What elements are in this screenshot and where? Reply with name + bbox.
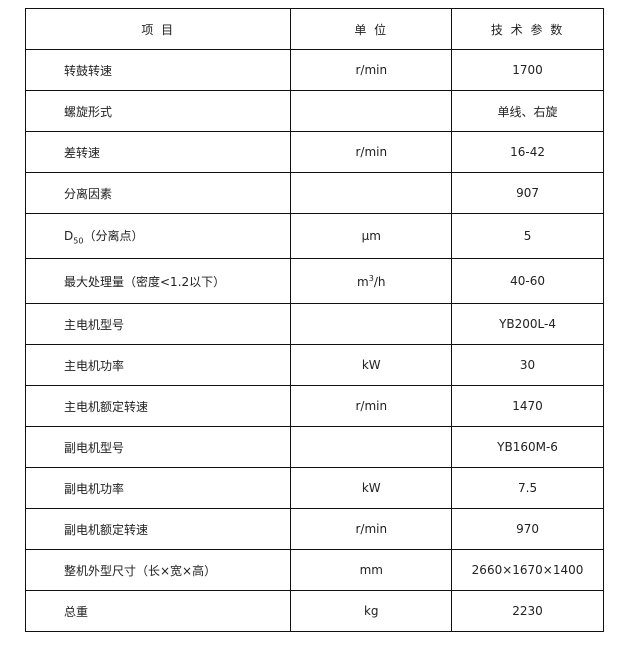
table-row: 最大处理量（密度<1.2以下） m3/h 40-60 (24, 258, 604, 304)
item-label: 主电机额定转速 (64, 399, 149, 414)
item-cell: D50（分离点） (24, 213, 292, 259)
item-cell: 主电机功率 (24, 344, 292, 386)
value-cell: 2230 (451, 590, 604, 632)
item-label: 副电机额定转速 (64, 522, 149, 537)
table-row: 副电机型号 YB160M-6 (24, 426, 604, 468)
table-row: 主电机型号 YB200L-4 (24, 303, 604, 345)
unit-cell: μm (290, 213, 453, 259)
unit-cell: kg (290, 590, 453, 632)
value-cell: 5 (451, 213, 604, 259)
table-row: 副电机额定转速 r/min 970 (24, 508, 604, 550)
item-label: 差转速 (64, 145, 101, 160)
value-cell: 40-60 (451, 258, 604, 304)
table-row: 副电机功率 kW 7.5 (24, 467, 604, 509)
table-row: 差转速 r/min 16-42 (24, 131, 604, 173)
unit-cell: r/min (290, 49, 453, 91)
item-cell: 整机外型尺寸（长×宽×高） (24, 549, 292, 591)
unit-cell: r/min (290, 131, 453, 173)
item-cell: 主电机型号 (24, 303, 292, 345)
unit-cell (290, 90, 453, 132)
unit-cell: mm (290, 549, 453, 591)
value-cell: 1470 (451, 385, 604, 427)
unit-label: kg (363, 604, 379, 618)
item-cell: 总重 (24, 590, 292, 632)
unit-label: r/min (355, 63, 388, 77)
item-cell: 最大处理量（密度<1.2以下） (24, 258, 292, 304)
item-label: 总重 (64, 604, 89, 619)
unit-label: kW (361, 481, 381, 495)
value-cell: YB160M-6 (451, 426, 604, 468)
unit-cell: r/min (290, 385, 453, 427)
unit-main: m (357, 274, 369, 289)
item-cell: 差转速 (24, 131, 292, 173)
item-label: 副电机功率 (64, 481, 125, 496)
header-unit: 单 位 (290, 8, 453, 50)
item-cell: 副电机型号 (24, 426, 292, 468)
item-rest: （分离点） (83, 228, 144, 243)
unit-label: kW (361, 358, 381, 372)
unit-cell: kW (290, 467, 453, 509)
item-label: 最大处理量（密度<1.2以下） (64, 274, 226, 289)
item-label: 整机外型尺寸（长×宽×高） (64, 563, 217, 578)
value-cell: 单线、右旋 (451, 90, 604, 132)
item-cell: 分离因素 (24, 172, 292, 214)
table-row: 整机外型尺寸（长×宽×高） mm 2660×1670×1400 (24, 549, 604, 591)
item-label: 分离因素 (64, 186, 113, 201)
unit-cell (290, 303, 453, 345)
item-cell: 主电机额定转速 (24, 385, 292, 427)
value-cell: 30 (451, 344, 604, 386)
item-cell: 螺旋形式 (24, 90, 292, 132)
value-cell: 16-42 (451, 131, 604, 173)
value-cell: 970 (451, 508, 604, 550)
unit-label: r/min (355, 399, 388, 413)
item-label: 主电机型号 (64, 317, 125, 332)
header-item: 项 目 (24, 8, 292, 50)
item-cell: 转鼓转速 (24, 49, 292, 91)
table-row: 主电机功率 kW 30 (24, 344, 604, 386)
value-cell: 7.5 (451, 467, 604, 509)
unit-label: mm (359, 563, 383, 577)
value-cell: 1700 (451, 49, 604, 91)
table-row: 主电机额定转速 r/min 1470 (24, 385, 604, 427)
item-label: 副电机型号 (64, 440, 125, 455)
unit-superscript: 3 (368, 273, 374, 283)
table-row: 分离因素 907 (24, 172, 604, 214)
unit-cell: r/min (290, 508, 453, 550)
table-row: 螺旋形式 单线、右旋 (24, 90, 604, 132)
item-label: 螺旋形式 (64, 104, 113, 119)
item-label: 转鼓转速 (64, 63, 113, 78)
item-cell: 副电机功率 (24, 467, 292, 509)
item-subscript: 50 (73, 236, 84, 246)
unit-cell: m3/h (290, 258, 453, 304)
table-row: 转鼓转速 r/min 1700 (24, 49, 604, 91)
value-cell: YB200L-4 (451, 303, 604, 345)
value-cell: 907 (451, 172, 604, 214)
table-row: D50（分离点） μm 5 (24, 213, 604, 259)
item-label: 主电机功率 (64, 358, 125, 373)
table-row: 总重 kg 2230 (24, 590, 604, 632)
unit-label: μm (361, 229, 381, 243)
unit-label: r/min (355, 522, 388, 536)
unit-cell (290, 426, 453, 468)
unit-cell (290, 172, 453, 214)
value-cell: 2660×1670×1400 (451, 549, 604, 591)
table-header: 项 目 单 位 技 术 参 数 (24, 8, 604, 50)
spec-table: 项 目 单 位 技 术 参 数 转鼓转速 r/min 1700 螺旋形式 单线、右旋 差转… (24, 8, 604, 632)
item-cell: 副电机额定转速 (24, 508, 292, 550)
unit-label: r/min (355, 145, 388, 159)
item-main: D (64, 228, 74, 243)
unit-rest: /h (373, 274, 386, 289)
header-param: 技 术 参 数 (451, 8, 604, 50)
unit-cell: kW (290, 344, 453, 386)
